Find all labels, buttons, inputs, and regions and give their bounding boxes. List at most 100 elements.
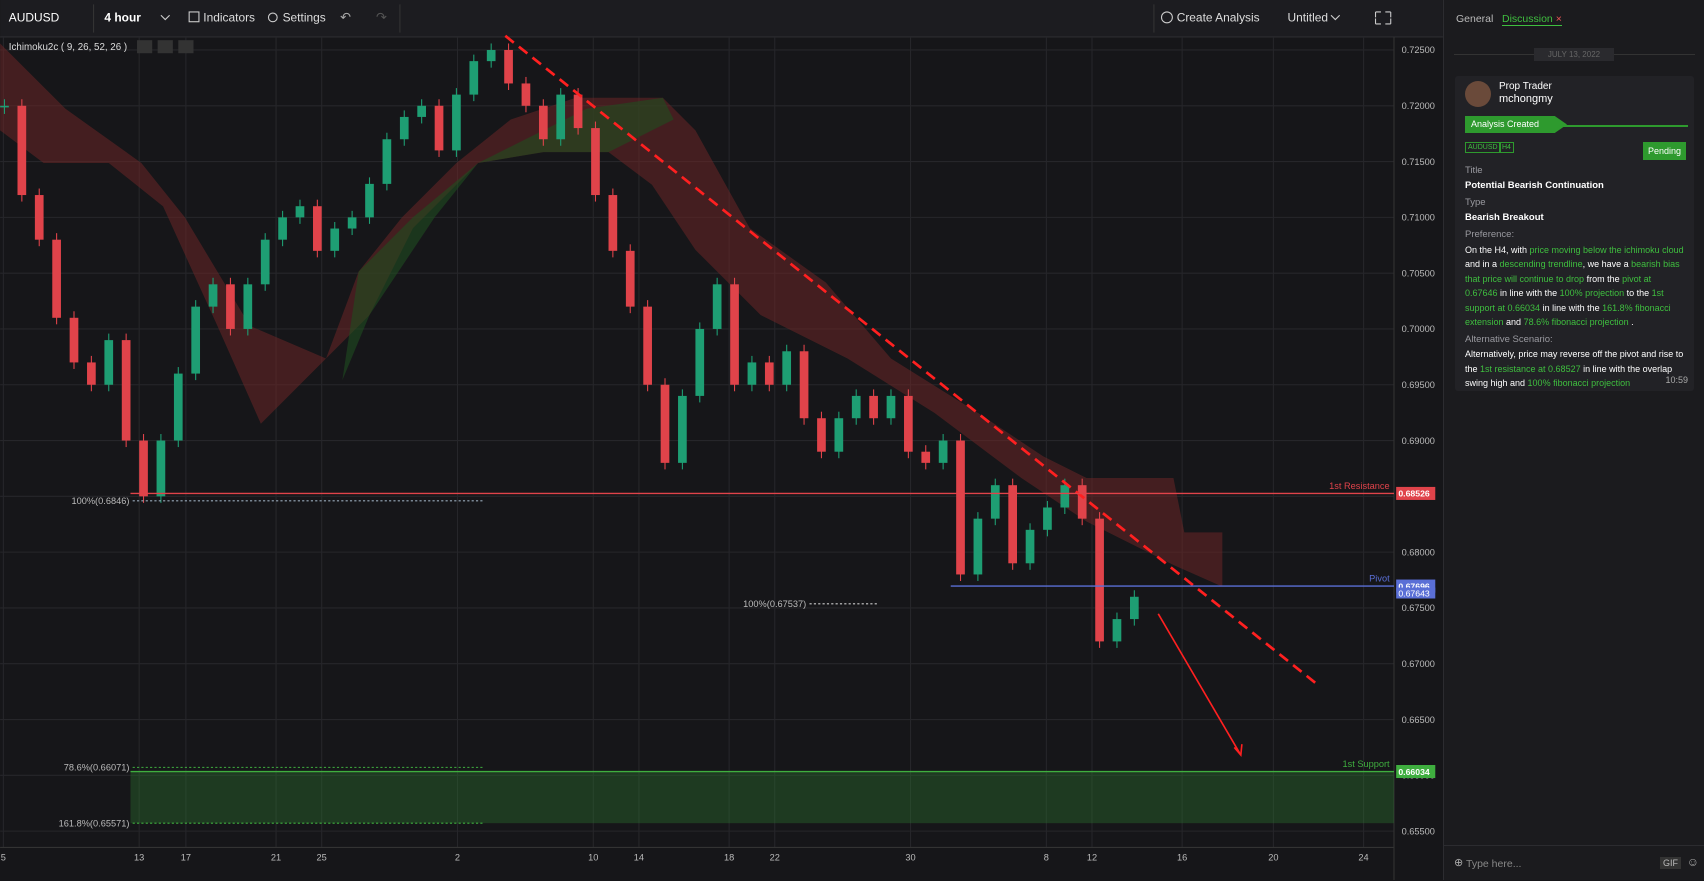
x-tick-label: 25: [317, 852, 327, 862]
time: 10:59: [1665, 375, 1688, 385]
fullscreen[interactable]: [1374, 11, 1392, 25]
settings-btn[interactable]: Settings: [283, 11, 326, 25]
candle: [764, 362, 774, 385]
status: Analysis Created: [1465, 116, 1567, 133]
y-tick-label: 0.68000: [1402, 547, 1435, 557]
candle: [921, 451, 931, 463]
create-analysis[interactable]: Create Analysis: [1177, 11, 1260, 25]
message-input[interactable]: Type here...: [1466, 858, 1522, 870]
label: Title: [1465, 165, 1483, 176]
text: in line with the overlap swing high and: [1465, 363, 1673, 389]
value: Bearish Breakout: [1465, 211, 1544, 223]
x-tick-label: 20: [1268, 852, 1278, 862]
role: Prop Trader: [1499, 81, 1552, 92]
price-tag-label: 0.67696: [1398, 581, 1430, 591]
x-tick-label: 17: [181, 852, 191, 862]
icon: [1160, 11, 1173, 24]
indicators-btn[interactable]: Indicators: [203, 11, 255, 25]
y-tick-label: 0.70000: [1402, 324, 1435, 334]
ichimoku-cloud: [0, 43, 1223, 587]
timeframe[interactable]: 4 hour: [104, 11, 141, 25]
icon[interactable]: [157, 40, 173, 54]
candle: [0, 105, 9, 108]
candle: [156, 440, 166, 497]
gif-btn[interactable]: GIF: [1660, 857, 1681, 869]
candle: [69, 317, 79, 363]
candle: [173, 373, 183, 441]
tab[interactable]: General: [1456, 13, 1494, 25]
x-tick-label: 22: [770, 852, 780, 862]
redo[interactable]: ↷: [376, 10, 387, 25]
symbol[interactable]: AUDUSD: [9, 11, 60, 25]
text: and: [1503, 317, 1524, 327]
x-tick-label: 30: [905, 852, 915, 862]
tab-close[interactable]: ×: [1555, 13, 1562, 25]
untitled[interactable]: Untitled: [1288, 11, 1328, 25]
text: On the H4, with: [1465, 244, 1530, 255]
candle: [486, 49, 496, 62]
candle: [139, 440, 148, 497]
candle: [817, 418, 826, 452]
x-tick-label: 16: [1177, 852, 1187, 862]
y-tick-label: 0.69500: [1402, 380, 1435, 390]
tab[interactable]: Discussion ×: [1502, 13, 1562, 26]
side-panel: General Discussion × JULY 13, 2022 Prop …: [1443, 0, 1704, 880]
text: .: [1628, 317, 1634, 327]
tag: H4: [1499, 142, 1514, 153]
plus[interactable]: ⊕: [1454, 857, 1464, 869]
preference: On the H4, with price moving below the i…: [1465, 243, 1686, 330]
alternative: Alternatively, price may reverse off the…: [1465, 347, 1686, 391]
x-tick-label: 21: [271, 852, 281, 862]
toolbar: [0, 0, 1443, 37]
candle: [573, 94, 583, 129]
candle: [730, 284, 739, 385]
text: and in a: [1465, 259, 1500, 269]
x-tick-label: 8: [1044, 852, 1049, 862]
candle: [1025, 529, 1035, 564]
fib-label: 100%(0.67537): [743, 599, 806, 609]
text: in line with the: [1540, 302, 1603, 313]
x-tick-label: 5: [1, 852, 6, 862]
candle: [295, 206, 305, 218]
fib-label: 100%(0.6846): [71, 496, 129, 506]
message-card: Prop Trader mchongmy Analysis Created AU…: [1455, 76, 1694, 391]
candle: [469, 61, 479, 95]
candle: [452, 94, 461, 151]
candle: [869, 395, 878, 419]
candle: [434, 105, 444, 151]
candle: [17, 105, 27, 196]
candle: [747, 362, 757, 385]
icon[interactable]: [178, 40, 194, 54]
price-tag-label: 0.67643: [1398, 588, 1430, 598]
undo[interactable]: ↶: [340, 10, 351, 25]
candle: [87, 362, 96, 385]
candle: [1043, 507, 1052, 530]
highlight: 100% fibonacci projection: [1527, 378, 1631, 388]
tag: AUDUSD: [1465, 142, 1501, 153]
candle: [365, 183, 374, 218]
candle: [538, 105, 548, 140]
candle: [625, 250, 635, 307]
candle: [104, 340, 114, 385]
y-tick-label: 0.65500: [1402, 826, 1435, 836]
candle: [973, 518, 983, 575]
x-tick-label: 13: [134, 852, 144, 862]
candle: [591, 128, 600, 196]
text: in line with the: [1497, 288, 1560, 298]
candle: [608, 195, 618, 251]
candle: [121, 340, 131, 441]
candle: [643, 306, 652, 385]
price-tag: [1396, 486, 1436, 500]
x-tick-label: 10: [588, 852, 598, 862]
icon[interactable]: [137, 40, 153, 54]
trendline: [504, 34, 1321, 688]
pending[interactable]: Pending: [1642, 142, 1686, 160]
candle: [782, 351, 792, 385]
x-tick-label: 18: [724, 852, 734, 862]
candle: [678, 395, 687, 463]
candle: [1095, 518, 1104, 642]
emoji-btn[interactable]: ☺: [1686, 855, 1699, 869]
candle: [904, 395, 913, 452]
value: Potential Bearish Continuation: [1465, 179, 1604, 191]
